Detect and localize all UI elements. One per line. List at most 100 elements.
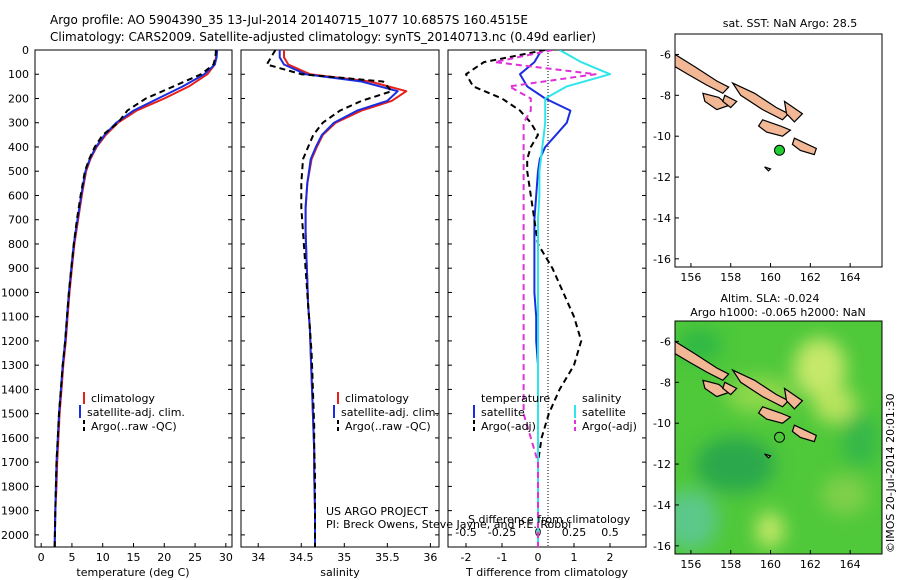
depth-tick-label: 2000 (1, 529, 29, 542)
legend-label-temp-argo: Argo(-adj) (481, 420, 536, 433)
difference-legend: temperature salinity satellite Argo(-adj… (473, 392, 637, 433)
sla-map-land (675, 340, 818, 459)
figure-title-line1: Argo profile: AO 5904390_35 13-Jul-2014 … (50, 13, 528, 27)
depth-axis: 0 100 200 300 400 500 600 700 800 900 1000 1100 1200… (1, 44, 232, 542)
island-shape (791, 424, 818, 443)
legend-title-temperature: temperature (481, 392, 550, 405)
lat-tick-label: -8 (660, 376, 671, 389)
difference-x-axis: -2 -1 0 1 2-0.5 -0.25 0 0.25 0.5 (455, 526, 618, 564)
island-shape (675, 53, 730, 95)
difference-xlabel: T difference from climatology (465, 566, 628, 579)
lat-tick-label: -14 (653, 212, 671, 225)
sst-map-title: sat. SST: NaN Argo: 28.5 (723, 17, 857, 30)
sst-map-land (675, 53, 818, 172)
x-tick-label: 34 (251, 551, 265, 564)
lat-tick-label: -12 (653, 458, 671, 471)
lat-tick-label: -6 (660, 335, 671, 348)
legend-label-climatology: climatology (91, 392, 155, 405)
temperature-xlabel: temperature (deg C) (76, 566, 189, 579)
lon-tick-label: 160 (760, 558, 781, 571)
series-line-climatology (53, 50, 218, 547)
temperature-profiles (53, 50, 219, 547)
salinity-axes-frame (240, 49, 440, 548)
lon-tick-label: 158 (720, 558, 741, 571)
difference-axes-frame (447, 49, 647, 548)
lat-tick-label: -12 (653, 171, 671, 184)
x-tick-label: 20 (157, 551, 171, 564)
top-x-tick-label: -0.5 (455, 526, 476, 539)
sla-map-title-line2: Argo h1000: -0.065 h2000: NaN (690, 306, 866, 319)
island-shape (791, 137, 818, 156)
lat-tick-label: -16 (653, 253, 671, 266)
series-line-satellite-adj-clim- (278, 50, 399, 547)
x-tick-label: 25 (188, 551, 202, 564)
depth-tick-label: 800 (8, 238, 29, 251)
x-tick-label: 10 (96, 551, 110, 564)
sla-map-axes: 156 158 160 162 164 -6 -8 -10 -12 -14 -16 (653, 335, 861, 571)
argo-position-marker-open (773, 431, 785, 443)
legend-label-sal-argo: Argo(-adj) (582, 420, 637, 433)
depth-tick-label: 1100 (1, 311, 29, 324)
salinity-profiles (265, 50, 408, 547)
salinity-panel: 34 34.5 35 35.5 36 climatology satellite-adj… (240, 49, 571, 579)
lat-tick-label: -10 (653, 130, 671, 143)
lon-tick-label: 164 (840, 558, 861, 571)
x-tick-label: -1 (497, 551, 508, 564)
temperature-legend: climatology satellite-adj. clim. Argo(..… (79, 392, 185, 433)
difference-profiles (465, 50, 611, 547)
lon-tick-label: 162 (800, 558, 821, 571)
sst-map-panel: sat. SST: NaN Argo: 28.5 156 158 160 162 164… (653, 17, 883, 284)
depth-tick-label: 1300 (1, 359, 29, 372)
sst-map-frame (674, 33, 883, 268)
lat-tick-label: -14 (653, 499, 671, 512)
series-line-climatology (283, 50, 408, 547)
lat-tick-label: -8 (660, 89, 671, 102)
island-shape (764, 453, 772, 459)
legend-label-temp-satellite: satellite (481, 406, 525, 419)
imos-watermark: ©IMOS 20-Jul-2014 20:01:30 (884, 393, 897, 553)
legend-title-salinity: salinity (582, 392, 622, 405)
depth-tick-label: 1800 (1, 480, 29, 493)
series-line-argo-raw-qc- (53, 50, 217, 547)
argo-position-marker (773, 144, 785, 156)
x-tick-label: 1 (571, 551, 578, 564)
salinity-depth-ticks (241, 49, 439, 536)
legend-label-sal-satellite: satellite (582, 406, 626, 419)
difference-depth-ticks (448, 49, 646, 536)
temperature-panel: 0100200300400500600700800900100011001200… (1, 44, 233, 579)
sla-map-title-line1: Altim. SLA: -0.024 (720, 292, 819, 305)
lon-tick-label: 160 (760, 271, 781, 284)
lon-tick-label: 158 (720, 271, 741, 284)
island-shape (731, 368, 790, 408)
sla-map-frame (674, 320, 883, 555)
x-tick-label: 35 (337, 551, 351, 564)
island-shape (702, 92, 730, 111)
island-shape (702, 379, 730, 398)
depth-tick-label: 1600 (1, 432, 29, 445)
island-shape (783, 387, 804, 410)
x-tick-label: -2 (461, 551, 472, 564)
series-line-salinity-argo-adj- (493, 50, 597, 547)
lon-tick-label: 156 (680, 558, 701, 571)
depth-tick-label: 1000 (1, 286, 29, 299)
temperature-axes-frame (34, 49, 233, 548)
legend-label-climatology: climatology (345, 392, 409, 405)
depth-tick-label: 300 (8, 117, 29, 130)
salinity-xlabel: salinity (320, 566, 360, 579)
depth-tick-label: 600 (8, 189, 29, 202)
depth-tick-label: 1900 (1, 505, 29, 518)
legend-label-satellite-clim: satellite-adj. clim. (341, 406, 439, 419)
credit-line1: US ARGO PROJECT (326, 505, 428, 518)
lat-tick-label: -10 (653, 417, 671, 430)
x-tick-label: 5 (68, 551, 75, 564)
legend-label-argo: Argo(..raw -QC) (91, 420, 177, 433)
x-tick-label: 36 (423, 551, 437, 564)
x-tick-label: 15 (127, 551, 141, 564)
x-tick-label: 30 (219, 551, 233, 564)
difference-top-label: S difference from climatology (468, 513, 631, 526)
series-line-salinity-satellite (537, 50, 611, 547)
lon-tick-label: 164 (840, 271, 861, 284)
sla-map-panel: Altim. SLA: -0.024 Argo h1000: -0.065 h2… (653, 292, 883, 571)
depth-tick-label: 900 (8, 262, 29, 275)
series-line-temperature-argo-adj- (465, 50, 583, 547)
